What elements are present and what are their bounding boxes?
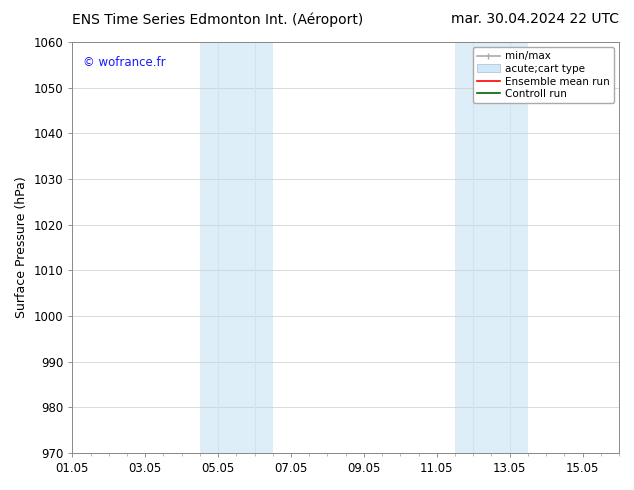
Bar: [455, 42, 528, 453]
Text: © wofrance.fr: © wofrance.fr: [83, 56, 166, 70]
Bar: [200, 42, 273, 453]
Legend: min/max, acute;cart type, Ensemble mean run, Controll run: min/max, acute;cart type, Ensemble mean …: [472, 47, 614, 103]
Text: ENS Time Series Edmonton Int. (Aéroport): ENS Time Series Edmonton Int. (Aéroport): [72, 12, 363, 27]
Y-axis label: Surface Pressure (hPa): Surface Pressure (hPa): [15, 176, 28, 318]
Text: mar. 30.04.2024 22 UTC: mar. 30.04.2024 22 UTC: [451, 12, 619, 26]
